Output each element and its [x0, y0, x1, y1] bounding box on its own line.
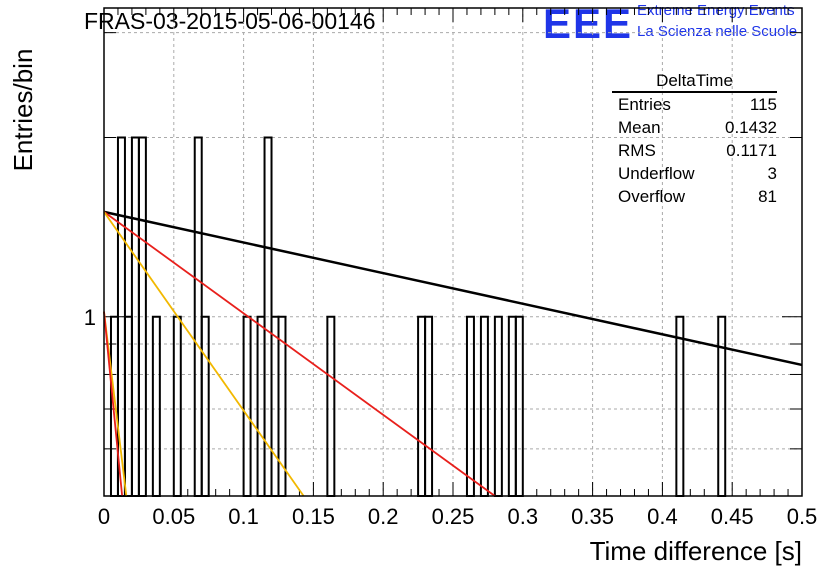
x-tick-label: 0.45	[711, 504, 754, 529]
stats-title: DeltaTime	[612, 71, 777, 93]
stats-row-overflow: Overflow 81	[612, 185, 777, 208]
fit-line	[103, 211, 496, 497]
stats-label: Underflow	[618, 164, 695, 183]
x-axis-label: Time difference [s]	[590, 536, 802, 566]
stats-value: 0.1171	[726, 141, 777, 160]
x-tick-label: 0.4	[647, 504, 678, 529]
x-tick-label: 0.35	[571, 504, 614, 529]
fit-line	[103, 311, 124, 497]
plot-frame	[103, 7, 803, 497]
x-tick-label: 0.5	[787, 504, 818, 529]
stats-row-entries: Entries 115	[612, 93, 777, 116]
stats-label: Overflow	[618, 187, 686, 206]
grid-lines	[104, 8, 802, 496]
x-tick-label: 0.1	[228, 504, 259, 529]
logo-caption-line2: La Scienza nelle Scuole	[637, 23, 798, 40]
x-tick-label: 0.3	[508, 504, 539, 529]
x-tick-label: 0.25	[432, 504, 475, 529]
stats-row-rms: RMS 0.1171	[612, 139, 777, 162]
stats-value: 3	[767, 164, 777, 183]
stats-value: 81	[758, 187, 777, 206]
fit-lines	[103, 210, 803, 497]
eee-logo: EEE	[543, 0, 634, 47]
stats-box: DeltaTime Entries 115 Mean 0.1432 RMS 0.…	[612, 71, 777, 208]
stats-value: 115	[749, 95, 777, 114]
x-tick-label: 0.2	[368, 504, 399, 529]
stats-label: Mean	[618, 118, 661, 137]
fit-line	[103, 211, 305, 497]
stats-label: Entries	[618, 95, 671, 114]
x-tick-label: 0.05	[152, 504, 195, 529]
stats-label: RMS	[618, 141, 656, 160]
y-axis-label: Entries/bin	[8, 49, 38, 172]
axis-tick-labels: 0 0.05 0.1 0.15 0.2 0.25 0.3 0.35 0.4 0.45 0.5 1	[84, 305, 818, 529]
stats-value: 0.1432	[725, 118, 777, 137]
x-tick-label: 0.15	[292, 504, 335, 529]
y-tick-label: 1	[84, 305, 96, 330]
stats-row-mean: Mean 0.1432	[612, 116, 777, 139]
x-tick-label: 0	[98, 504, 110, 529]
stats-row-underflow: Underflow 3	[612, 162, 777, 185]
fit-line	[103, 210, 803, 367]
